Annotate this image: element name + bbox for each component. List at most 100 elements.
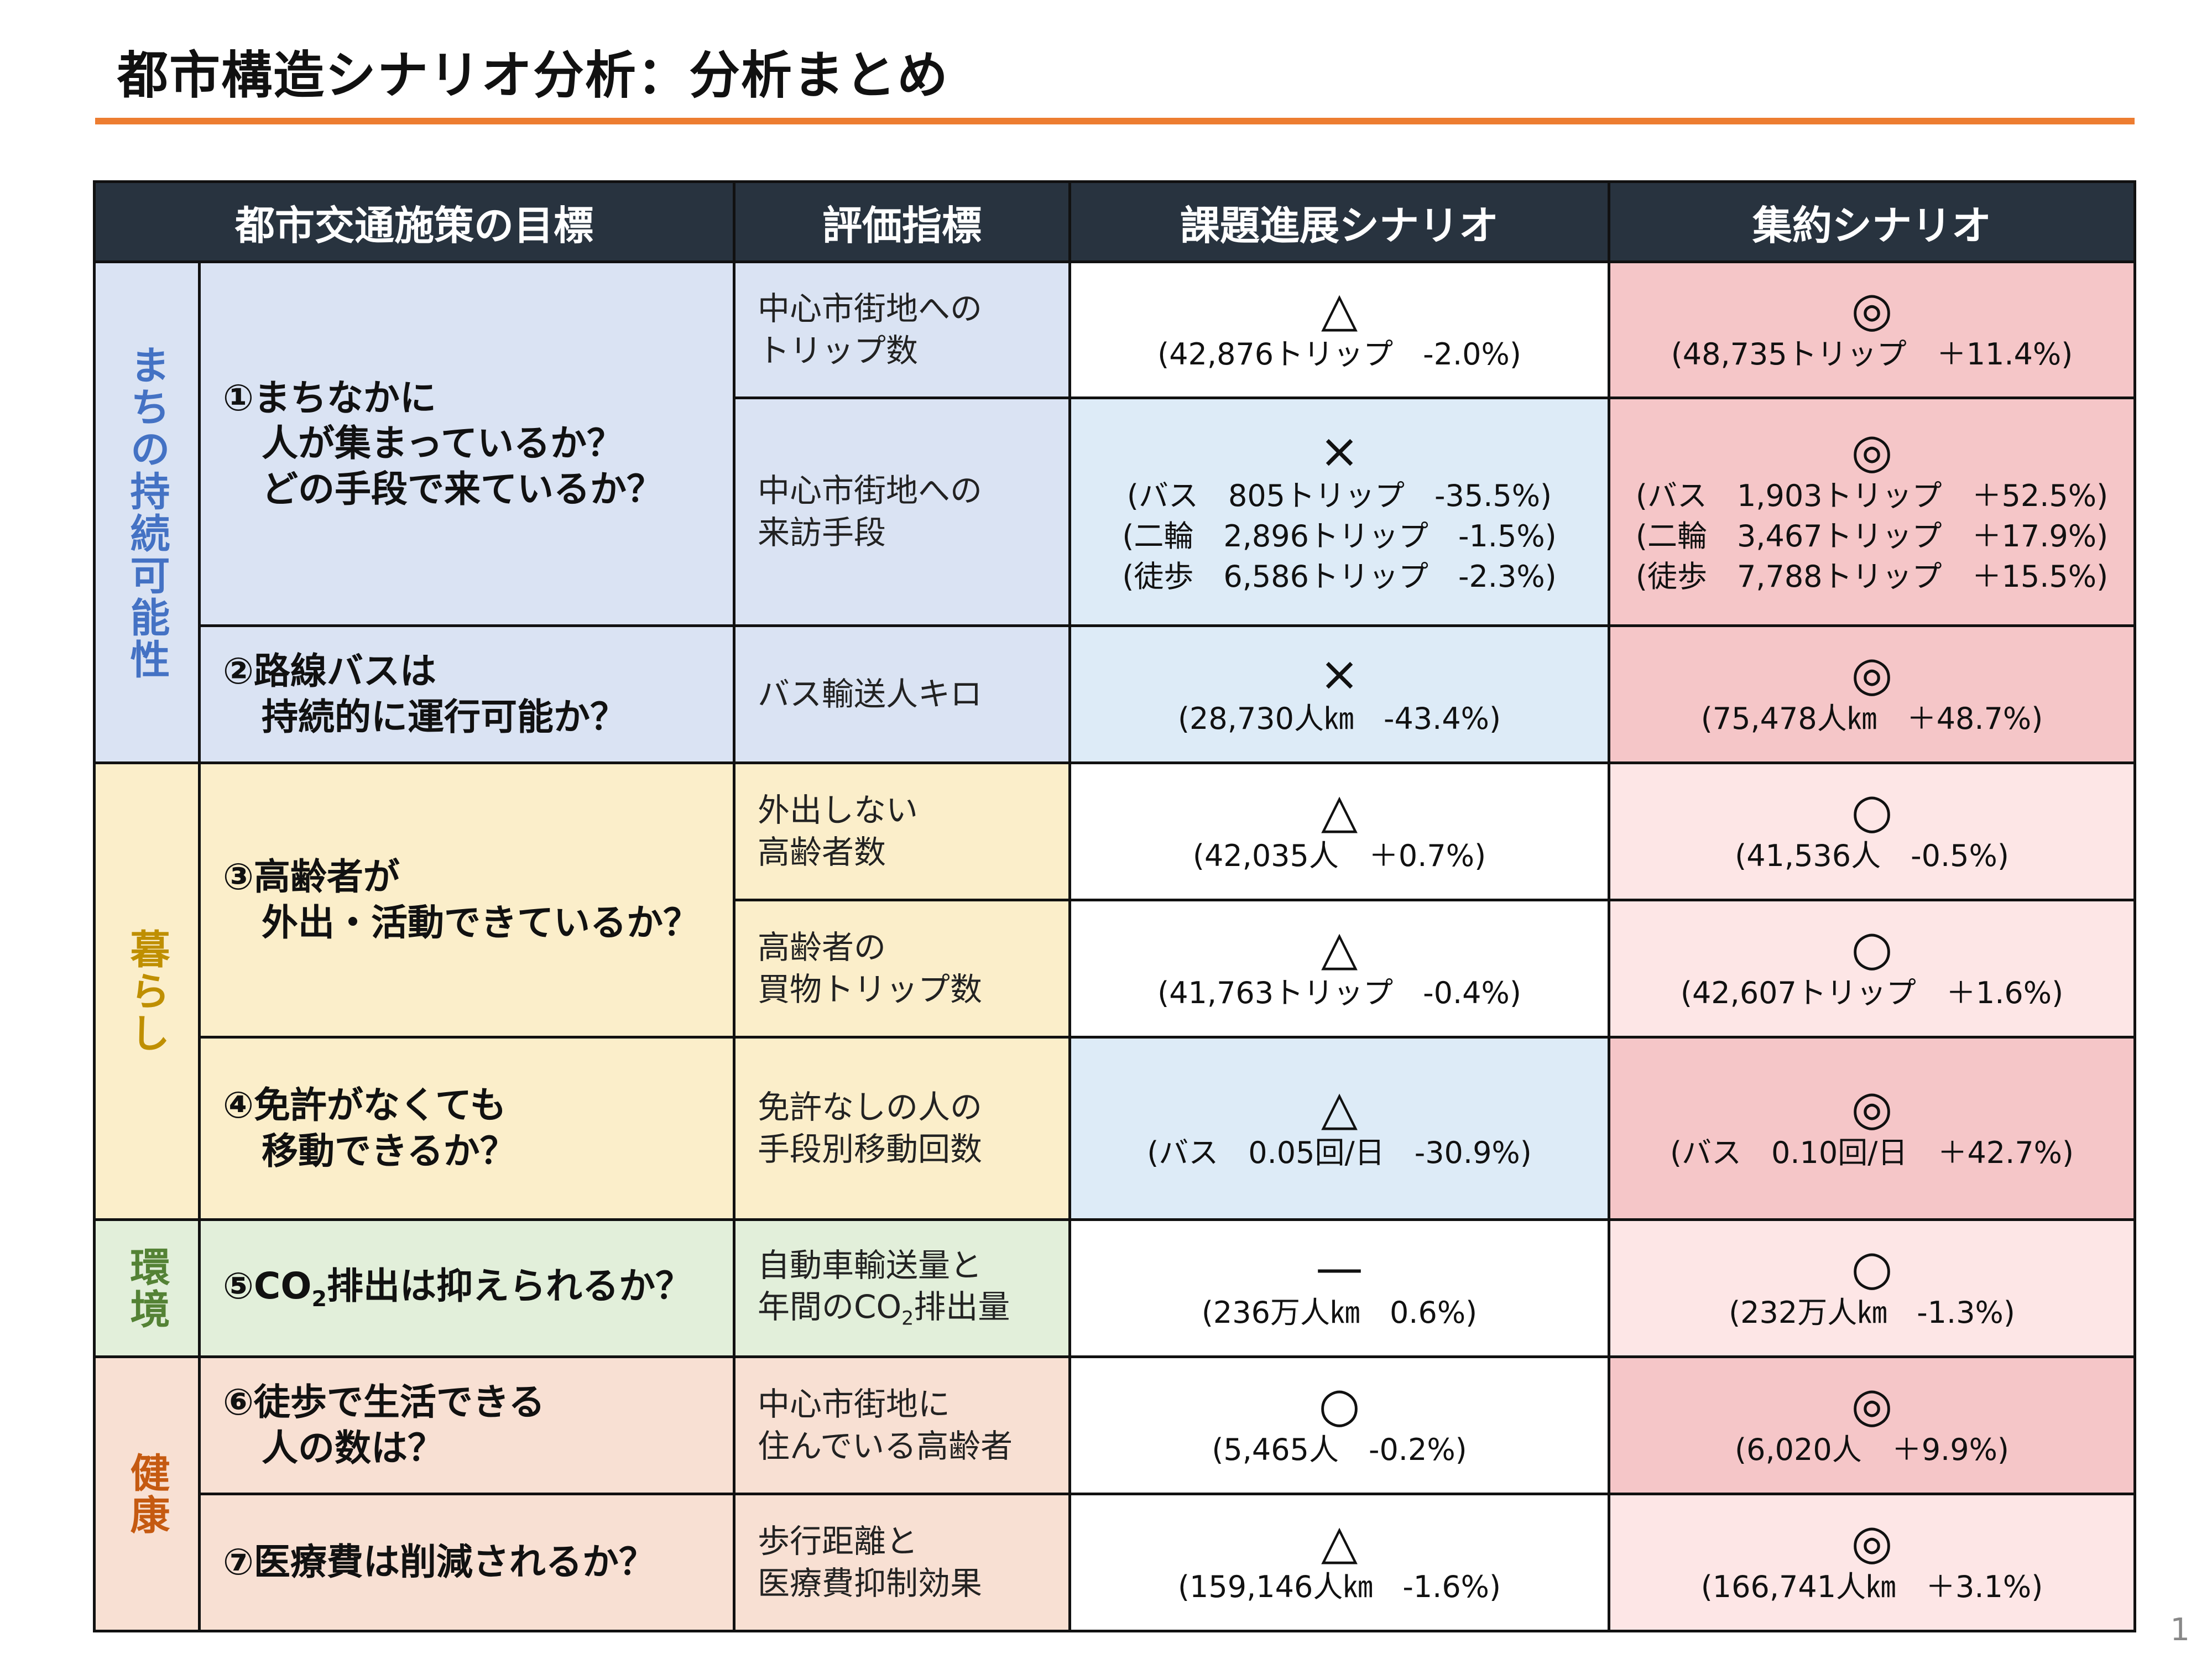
indicator-central-trips: 中心市街地への トリップ数 [733, 260, 1072, 399]
value-text: (二輪 3,467トリップ ＋17.9%) [1635, 519, 2109, 554]
indicator-line: 買物トリップ数 [758, 970, 983, 1008]
indicator-elderly-not-out: 外出しない 高齢者数 [733, 761, 1072, 901]
indicator-walking-medical: 歩行距離と 医療費抑制効果 [733, 1493, 1072, 1632]
indicator-line: 自動車輸送量と [758, 1246, 983, 1284]
scenario-b-cell: ○ (232万人㎞ -1.3%) [1608, 1218, 2137, 1358]
title-underline [95, 118, 2135, 124]
value-text: (28,730人㎞ -43.4%) [1177, 701, 1501, 737]
indicator-line: 高齢者数 [758, 833, 886, 871]
table-header-row: 都市交通施策の目標 評価指標 課題進展シナリオ 集約シナリオ [92, 180, 2137, 263]
value-text: (232万人㎞ -1.3%) [1729, 1295, 2015, 1331]
goal-5-text: 排出は抑えられるか？ [326, 1264, 692, 1307]
goal-3-line-2: 外出・活動できているか？ [262, 901, 700, 944]
indicator-line: 免許なしの人の [758, 1088, 983, 1126]
value-text: (徒歩 6,586トリップ -2.3%) [1122, 559, 1557, 594]
value-text: (42,876トリップ -2.0%) [1157, 337, 1521, 372]
table-row: 中心市街地への 来訪手段 × (バス 805トリップ -35.5%) (二輪 2… [95, 397, 2137, 627]
indicator-bus-pkm: バス輸送人キロ [733, 624, 1072, 764]
indicator-line: 来訪手段 [758, 513, 886, 551]
value-text: (75,478人㎞ ＋48.7%) [1700, 701, 2043, 737]
scenario-b-cell: ◎ (6,020人 ＋9.9%) [1608, 1355, 2137, 1495]
goal-5: ⑤CO2排出は抑えられるか？ [197, 1218, 736, 1358]
indicator-line: 住んでいる高齢者 [758, 1427, 1013, 1465]
scenario-b-cell: ◎ (バス 0.10回/日 ＋42.7%) [1608, 1036, 2137, 1221]
double-circle-icon: ◎ [1851, 281, 1893, 337]
goal-3-line-1: ③高齢者が [223, 855, 400, 898]
indicator-co2: 自動車輸送量と 年間のCO2排出量 [733, 1218, 1072, 1358]
header-scenario-b: 集約シナリオ [1608, 180, 2137, 263]
goal-5-subscript: 2 [311, 1286, 327, 1312]
scenario-a-cell: × (28,730人㎞ -43.4%) [1068, 624, 1611, 764]
goal-6-line-2: 人の数は？ [262, 1426, 444, 1469]
table-row: ⑦医療費は削減されるか？ 歩行距離と 医療費抑制効果 △ (159,146人㎞ … [95, 1493, 2137, 1632]
scenario-a-cell: △ (41,763トリップ -0.4%) [1068, 899, 1611, 1039]
value-text: (二輪 2,896トリップ -1.5%) [1122, 519, 1557, 554]
summary-table: 都市交通施策の目標 評価指標 課題進展シナリオ 集約シナリオ まちの持続可能性 … [92, 180, 2137, 1632]
goal-6: ⑥徒歩で生活できる 人の数は？ [197, 1355, 736, 1495]
indicator-central-elderly: 中心市街地に 住んでいる高齢者 [733, 1355, 1072, 1495]
indicator-line: 歩行距離と [758, 1522, 919, 1561]
indicator-text: 年間のCO [758, 1288, 902, 1326]
goal-3: ③高齢者が 外出・活動できているか？ [197, 761, 736, 1039]
table-row: ②路線バスは 持続的に運行可能か？ バス輸送人キロ × (28,730人㎞ -4… [95, 624, 2137, 764]
indicator-line: バス輸送人キロ [758, 675, 983, 713]
value-text: (バス 805トリップ -35.5%) [1126, 478, 1552, 514]
triangle-icon: △ [1321, 920, 1358, 976]
category-health: 健康 [93, 1355, 201, 1632]
value-text: (42,035人 ＋0.7%) [1192, 838, 1486, 874]
scenario-b-cell: ◎ (バス 1,903トリップ ＋52.5%) (二輪 3,467トリップ ＋1… [1608, 397, 2137, 627]
header-goal: 都市交通施策の目標 [92, 180, 736, 263]
circle-icon: ○ [1318, 1377, 1360, 1433]
triangle-icon: △ [1321, 1514, 1358, 1570]
cross-icon: × [1319, 646, 1360, 702]
indicator-line: 中心市街地に [758, 1385, 951, 1423]
indicator-line: 医療費抑制効果 [758, 1564, 983, 1602]
scenario-a-cell: △ (バス 0.05回/日 -30.9%) [1068, 1036, 1611, 1221]
value-text: (5,465人 -0.2%) [1212, 1432, 1467, 1468]
value-text: (6,020人 ＋9.9%) [1735, 1432, 2009, 1468]
goal-2-line-1: ②路線バスは [223, 650, 436, 692]
cross-icon: × [1319, 424, 1360, 479]
scenario-b-cell: ○ (42,607トリップ ＋1.6%) [1608, 899, 2137, 1039]
indicator-line: トリップ数 [758, 331, 919, 369]
value-text: (41,536人 -0.5%) [1735, 838, 2009, 874]
page-number: 1 [2170, 1612, 2190, 1648]
indicator-line: 年間のCO2排出量 [758, 1286, 1068, 1332]
indicator-subscript: 2 [901, 1307, 914, 1330]
header-scenario-a: 課題進展シナリオ [1068, 180, 1611, 263]
category-living: 暮らし [93, 761, 201, 1221]
page-title: 都市構造シナリオ分析：分析まとめ [117, 46, 950, 105]
goal-1: ①まちなかに 人が集まっているか？ どの手段で来ているか？ [197, 260, 736, 627]
table-row: まちの持続可能性 ①まちなかに 人が集まっているか？ どの手段で来ているか？ 中… [93, 260, 2137, 764]
goal-4-line-1: ④免許がなくても [223, 1084, 507, 1126]
indicator-line: 高齢者の [758, 928, 886, 967]
scenario-a-cell: — (236万人㎞ 0.6%) [1068, 1218, 1611, 1358]
circle-icon: ○ [1851, 783, 1893, 839]
scenario-b-cell: ◎ (48,735トリップ ＋11.4%) [1608, 260, 2137, 399]
table-row: 暮らし ③高齢者が 外出・活動できているか？ 外出しない 高齢者数 △ (42,… [93, 761, 2137, 1221]
goal-5-text: ⑤CO [223, 1264, 312, 1307]
value-text: (236万人㎞ 0.6%) [1201, 1295, 1478, 1331]
goal-4: ④免許がなくても 移動できるか？ [197, 1036, 736, 1221]
table-row: 環境 ⑤CO2排出は抑えられるか？ 自動車輸送量と 年間のCO2排出量 — (2… [93, 1218, 2137, 1358]
indicator-text: 排出量 [914, 1288, 1010, 1326]
double-circle-icon: ◎ [1851, 1514, 1893, 1570]
category-sustainability: まちの持続可能性 [93, 260, 201, 764]
category-environment: 環境 [93, 1218, 201, 1358]
indicator-no-license-trips: 免許なしの人の 手段別移動回数 [733, 1036, 1072, 1221]
value-text: (166,741人㎞ ＋3.1%) [1700, 1569, 2043, 1605]
indicator-line: 手段別移動回数 [758, 1130, 983, 1168]
scenario-b-cell: ◎ (166,741人㎞ ＋3.1%) [1608, 1493, 2137, 1632]
scenario-a-cell: ○ (5,465人 -0.2%) [1068, 1355, 1611, 1495]
scenario-a-cell: △ (159,146人㎞ -1.6%) [1068, 1493, 1611, 1632]
header-indicator: 評価指標 [733, 180, 1072, 263]
double-circle-icon: ◎ [1851, 646, 1893, 702]
goal-5-line-1: ⑤CO2排出は抑えられるか？ [223, 1264, 733, 1313]
dash-icon: — [1316, 1240, 1364, 1296]
scenario-a-cell: × (バス 805トリップ -35.5%) (二輪 2,896トリップ -1.5… [1068, 397, 1611, 627]
value-text: (バス 1,903トリップ ＋52.5%) [1635, 478, 2109, 514]
scenario-b-cell: ○ (41,536人 -0.5%) [1608, 761, 2137, 901]
indicator-line: 中心市街地への [758, 290, 983, 328]
value-text: (48,735トリップ ＋11.4%) [1671, 337, 2073, 372]
double-circle-icon: ◎ [1851, 424, 1893, 479]
